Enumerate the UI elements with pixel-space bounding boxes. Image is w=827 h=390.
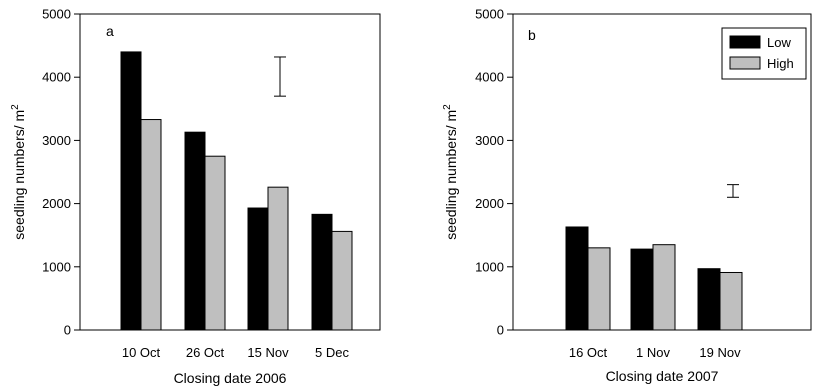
y-axis-title: seedling numbers/ m2 (10, 104, 27, 240)
x-tick-label: 19 Nov (699, 345, 741, 360)
y-tick-label: 1000 (475, 259, 504, 274)
x-tick-label: 1 Nov (636, 345, 670, 360)
bar-low-1 (630, 248, 654, 331)
chart-panel-a: 0 1000 2000 3000 4000 5000 10 Oct 26 Oct 15 Nov 5… (10, 7, 381, 386)
error-bar (727, 184, 739, 198)
y-tick-label: 0 (64, 323, 71, 338)
legend-label-low: Low (767, 35, 791, 50)
x-axis-title: Closing date 2006 (174, 370, 287, 386)
bar-low-0 (120, 51, 142, 331)
panel-letter: a (106, 23, 114, 39)
legend: Low High (721, 27, 807, 80)
x-tick-label: 5 Dec (315, 345, 349, 360)
bar-low-0 (565, 226, 589, 331)
y-tick-label: 2000 (42, 196, 71, 211)
x-tick-label: 15 Nov (247, 345, 289, 360)
bar-low-2 (247, 207, 269, 331)
y-tick-label: 3000 (475, 133, 504, 148)
y-tick-label: 4000 (475, 70, 504, 85)
bar-low-3 (311, 213, 333, 331)
bar-high-1 (204, 155, 226, 331)
bar-high-2 (719, 271, 743, 331)
y-tick-label: 4000 (42, 70, 71, 85)
y-tick-label: 3000 (42, 133, 71, 148)
x-tick-label: 26 Oct (186, 345, 225, 360)
y-tick-label: 0 (497, 323, 504, 338)
y-tick-label: 5000 (475, 7, 504, 22)
y-tick-label: 1000 (42, 259, 71, 274)
panel-letter: b (528, 27, 536, 43)
x-tick-label: 10 Oct (122, 345, 161, 360)
legend-swatch-low (729, 35, 761, 49)
bar-high-2 (267, 186, 289, 331)
bar-high-0 (587, 247, 611, 331)
x-axis-title: Closing date 2007 (606, 368, 719, 384)
y-axis-title: seedling numbers/ m2 (442, 104, 459, 240)
bar-high-3 (331, 230, 353, 331)
bar-low-1 (184, 131, 206, 331)
legend-swatch-high (729, 56, 761, 70)
error-bar (274, 56, 286, 97)
chart-panel-b: 0 1000 2000 3000 4000 5000 16 Oct 1 Nov 19 Nov b C… (442, 7, 812, 384)
bar-low-2 (697, 268, 721, 331)
plot-frame (79, 13, 381, 331)
legend-label-high: High (767, 56, 794, 71)
y-tick-label: 2000 (475, 196, 504, 211)
bar-high-1 (652, 244, 676, 331)
x-tick-label: 16 Oct (569, 345, 608, 360)
y-tick-label: 5000 (42, 7, 71, 22)
bar-high-0 (140, 119, 162, 331)
